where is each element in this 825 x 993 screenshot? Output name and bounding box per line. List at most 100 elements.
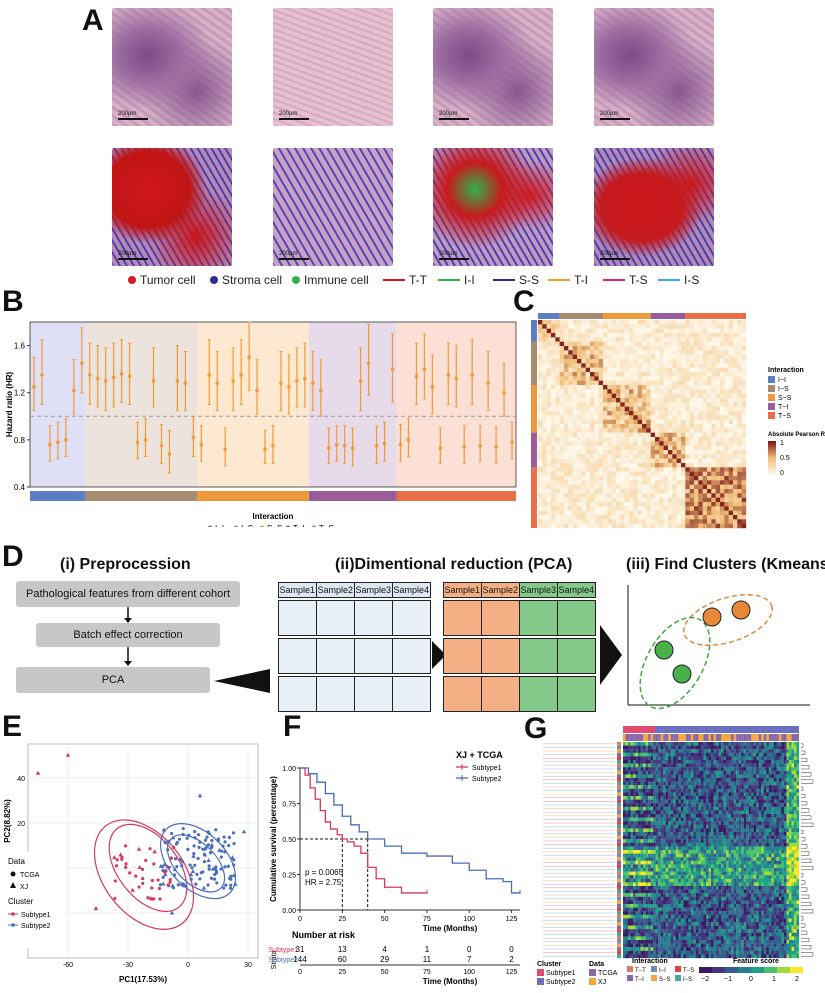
heatmap-cell <box>689 445 695 451</box>
heatmap-cell <box>681 428 686 433</box>
heatmap-cell <box>791 767 795 771</box>
heatmap-cell <box>546 502 552 507</box>
group-color-bar <box>308 491 397 501</box>
heatmap-cell <box>741 785 744 789</box>
heatmap-cell <box>564 363 569 368</box>
heatmap-cell <box>746 835 749 840</box>
heatmap-cell <box>791 803 795 807</box>
y-tick-label: 0.50 <box>282 837 296 844</box>
heatmap-cell <box>555 372 560 377</box>
heatmap-cell <box>628 814 631 818</box>
heatmap-cell <box>577 515 582 520</box>
segmentation-image-3: 200μm <box>433 148 553 266</box>
heatmap-cell <box>585 480 591 485</box>
heatmap-cell <box>685 424 690 429</box>
heatmap-cell <box>743 835 747 840</box>
heatmap-cell <box>783 788 787 793</box>
heatmap-cell <box>572 454 578 459</box>
heatmap-cell <box>743 760 747 764</box>
heatmap-cell <box>546 402 552 407</box>
heatmap-cell <box>681 493 686 498</box>
heatmap-cell <box>724 398 729 403</box>
heatmap-cell <box>690 756 694 761</box>
heatmap-cell <box>611 320 617 325</box>
pca-point <box>141 877 145 881</box>
heatmap-cell <box>638 785 641 789</box>
heatmap-cell <box>736 742 739 746</box>
heatmap-cell <box>737 419 742 425</box>
heatmap-cell <box>546 380 552 386</box>
heatmap-cell <box>646 489 651 494</box>
heatmap-cell <box>646 346 651 351</box>
heatmap-cell <box>598 393 604 399</box>
heatmap-cell <box>685 333 690 338</box>
heatmap-cell <box>741 484 747 490</box>
heatmap-cell <box>786 763 790 768</box>
heatmap-cell <box>698 814 702 818</box>
heatmap-cell <box>673 749 676 753</box>
heatmap-cell <box>642 515 647 520</box>
risk-row-label: Subtype2 <box>268 957 298 964</box>
heatmap-cell <box>698 752 702 757</box>
heatmap-cell <box>643 767 646 771</box>
heatmap-cell <box>783 756 787 761</box>
heatmap-cell <box>568 515 573 520</box>
heatmap-cell <box>688 817 692 822</box>
heatmap-cell <box>672 506 677 511</box>
heatmap-cell <box>642 411 647 416</box>
heatmap-cell <box>659 354 664 360</box>
heatmap-cell <box>633 810 636 815</box>
heatmap-cell <box>791 756 795 761</box>
heatmap-cell <box>546 463 552 468</box>
heatmap-cell <box>773 763 777 768</box>
heatmap-cell <box>708 803 712 807</box>
heatmap-cell <box>628 742 631 746</box>
heatmap-cell <box>711 792 714 797</box>
legend-label: T−I <box>293 524 305 527</box>
heatmap-cell <box>594 506 599 511</box>
heatmap-cell <box>753 832 757 836</box>
heatmap-cell <box>756 810 759 815</box>
heatmap-cell <box>680 828 684 833</box>
heatmap-cell <box>743 778 747 782</box>
colorbar-tick-label: 0 <box>780 470 784 477</box>
heatmap-cell <box>761 824 764 829</box>
heatmap-cell <box>741 471 747 477</box>
heatmap-cell <box>646 411 651 416</box>
heatmap-cell <box>637 519 643 524</box>
heatmap-cell <box>629 337 634 342</box>
heatmap-cell <box>694 411 699 416</box>
heatmap-cell <box>676 385 682 390</box>
heatmap-cell <box>611 428 617 433</box>
heatmap-cell <box>538 380 543 386</box>
heatmap-cell <box>594 398 599 403</box>
heatmap-cell <box>624 346 630 351</box>
heatmap-cell <box>781 760 785 764</box>
heatmap-cell <box>776 767 780 771</box>
side-annotation-bar <box>531 320 537 342</box>
heatmap-cell <box>633 463 638 468</box>
data-annotation <box>708 734 711 741</box>
heatmap-cell <box>741 424 747 429</box>
heatmap-cell <box>668 467 673 472</box>
pca-point <box>128 871 132 875</box>
heatmap-cell <box>551 424 556 429</box>
pca-point <box>152 897 156 901</box>
heatmap-cell <box>685 398 690 403</box>
pca-point <box>232 841 236 846</box>
heatmap-cell <box>751 756 754 761</box>
heatmap-cell <box>559 523 565 529</box>
heatmap-cell <box>594 519 599 524</box>
heatmap-cell <box>590 480 595 485</box>
heatmap-cell <box>702 432 708 438</box>
heatmap-cell <box>568 341 573 347</box>
heatmap-cell <box>736 752 739 757</box>
heatmap-cell <box>646 354 651 360</box>
heatmap-cell <box>741 346 747 351</box>
heatmap-cell <box>633 393 638 399</box>
heatmap-cell <box>741 432 747 438</box>
heatmap-cell <box>568 471 573 477</box>
heatmap-cell <box>640 781 644 786</box>
heatmap-cell <box>642 510 647 516</box>
heatmap-cell <box>707 471 712 477</box>
